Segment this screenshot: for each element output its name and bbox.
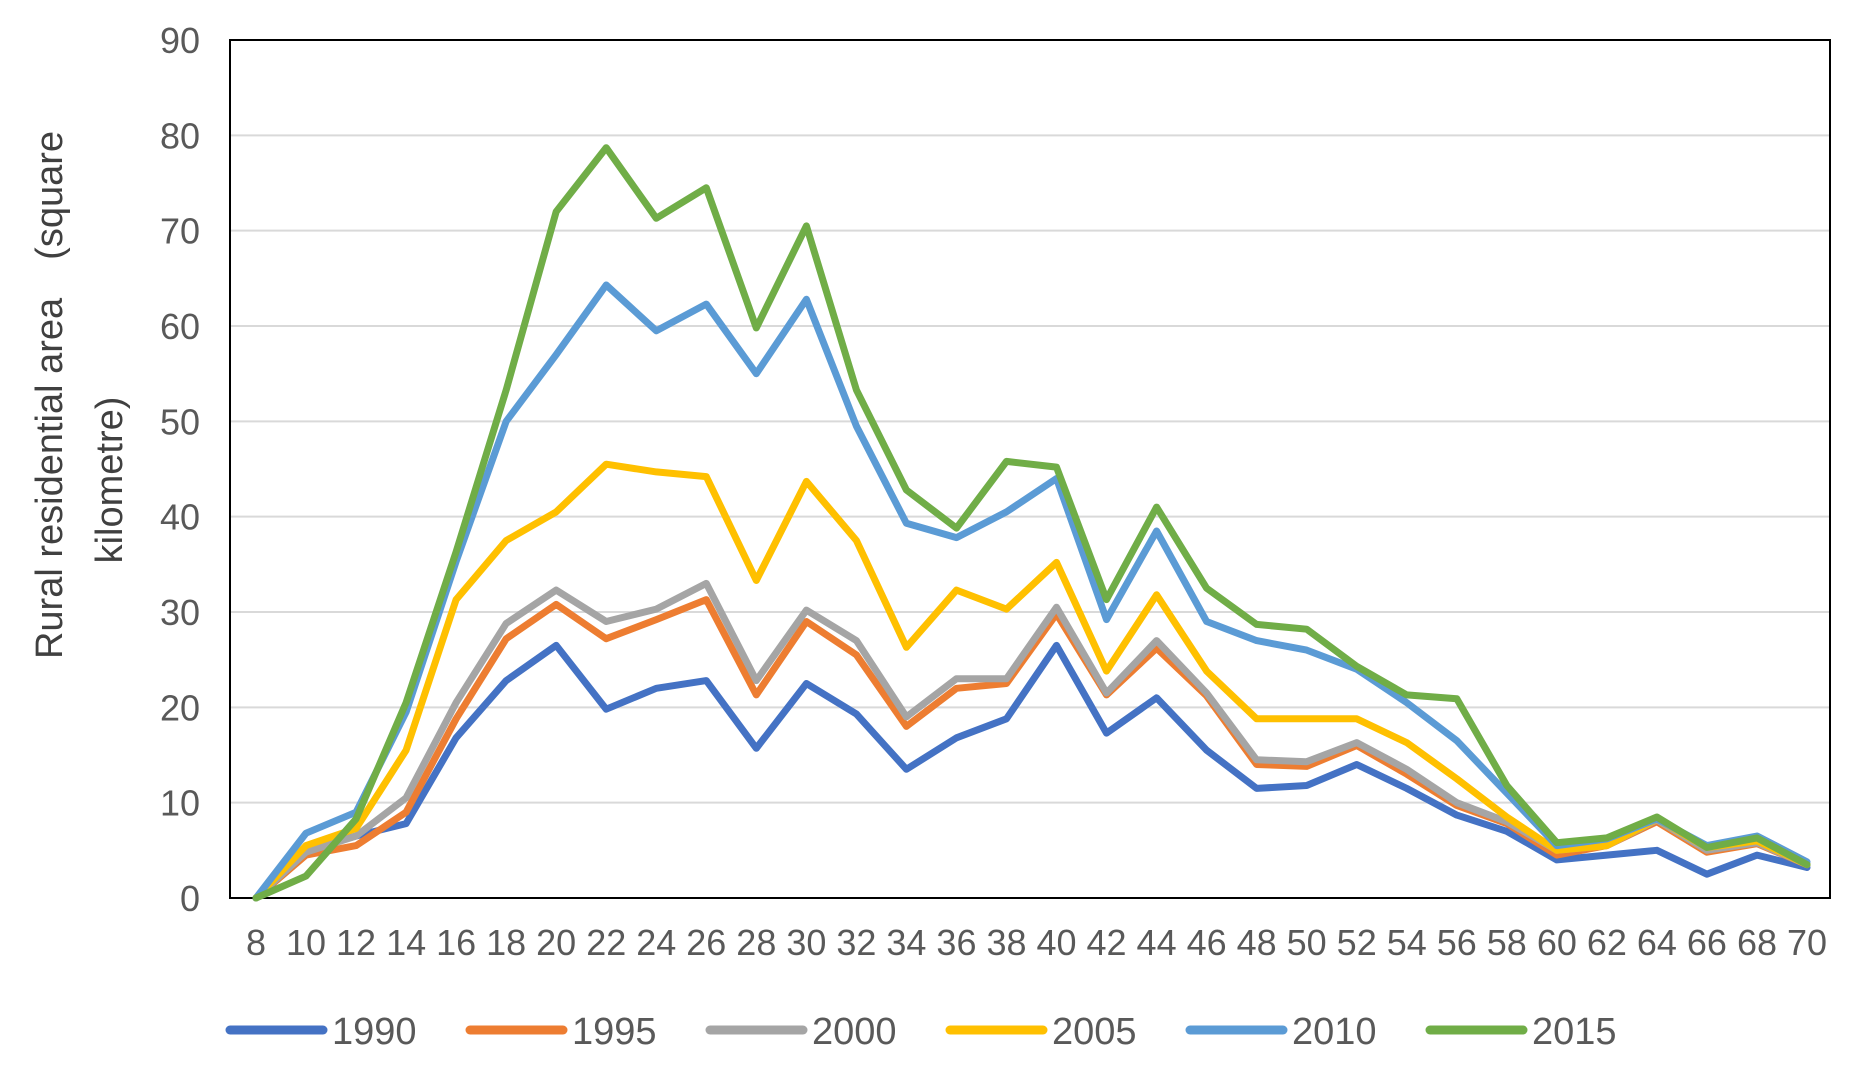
legend-label: 2010 [1292,1011,1377,1053]
y-axis-label-line-2: kilometre) [89,397,131,564]
series-lines [252,144,1811,902]
x-tick-label: 22 [586,922,626,963]
legend-label: 1990 [332,1011,417,1053]
x-tick-label: 36 [936,922,976,963]
legend-item-2010: 2010 [1185,1011,1377,1053]
y-tick-label: 60 [160,306,200,347]
x-tick-label: 50 [1287,922,1327,963]
x-tick-label: 16 [436,922,476,963]
x-tick-label: 30 [786,922,826,963]
series-line-2015 [252,144,1811,902]
y-tick-label: 0 [180,878,200,919]
x-tick-label: 60 [1537,922,1577,963]
x-tick-label: 70 [1787,922,1827,963]
x-tick-label: 28 [736,922,776,963]
legend-item-2005: 2005 [945,1011,1137,1053]
x-tick-label: 62 [1587,922,1627,963]
x-tick-label: 18 [486,922,526,963]
x-tick-label: 58 [1487,922,1527,963]
x-tick-label: 54 [1387,922,1427,963]
legend-label: 1995 [572,1011,657,1053]
legend-label: 2005 [1052,1011,1137,1053]
y-axis-label-line-1: Rural residential area (square [29,131,71,659]
series-line-2005 [252,460,1811,902]
x-tick-label: 10 [286,922,326,963]
legend: 1990 1995 2000 2005 2010 2015 [225,1011,1617,1053]
y-tick-label: 50 [160,401,200,442]
x-tick-label: 32 [836,922,876,963]
x-tick-label: 66 [1687,922,1727,963]
series-line-1990 [252,641,1811,902]
x-tick-label: 46 [1187,922,1227,963]
y-tick-label: 10 [160,783,200,824]
x-tick-label: 20 [536,922,576,963]
x-tick-label: 34 [886,922,926,963]
y-tick-label: 30 [160,592,200,633]
x-tick-label: 52 [1337,922,1377,963]
x-tick-label: 42 [1087,922,1127,963]
x-tick-label: 8 [246,922,266,963]
x-tick-label: 14 [386,922,426,963]
x-tick-label: 38 [986,922,1026,963]
y-tick-label: 70 [160,211,200,252]
x-tick-label: 24 [636,922,676,963]
legend-item-2015: 2015 [1425,1011,1617,1053]
x-tick-label: 56 [1437,922,1477,963]
y-axis-tick-labels: 0 10 20 30 40 50 60 70 80 90 [160,20,200,919]
x-tick-label: 48 [1237,922,1277,963]
x-tick-label: 26 [686,922,726,963]
legend-label: 2015 [1532,1011,1617,1053]
legend-item-1990: 1990 [225,1011,417,1053]
x-tick-label: 12 [336,922,376,963]
y-tick-label: 40 [160,497,200,538]
legend-item-1995: 1995 [465,1011,657,1053]
x-tick-label: 68 [1737,922,1777,963]
legend-label: 2000 [812,1011,897,1053]
y-tick-label: 90 [160,20,200,61]
y-tick-label: 20 [160,687,200,728]
legend-item-2000: 2000 [705,1011,897,1053]
plot-area-border [229,39,1831,899]
x-tick-label: 64 [1637,922,1677,963]
y-tick-label: 80 [160,115,200,156]
x-tick-label: 40 [1036,922,1076,963]
series-line-2010 [252,281,1811,902]
x-tick-label: 44 [1137,922,1177,963]
x-axis-tick-labels: 8 10 12 14 16 18 20 22 24 26 28 30 32 34 36 38 40 42 44 46 4… [246,922,1827,963]
